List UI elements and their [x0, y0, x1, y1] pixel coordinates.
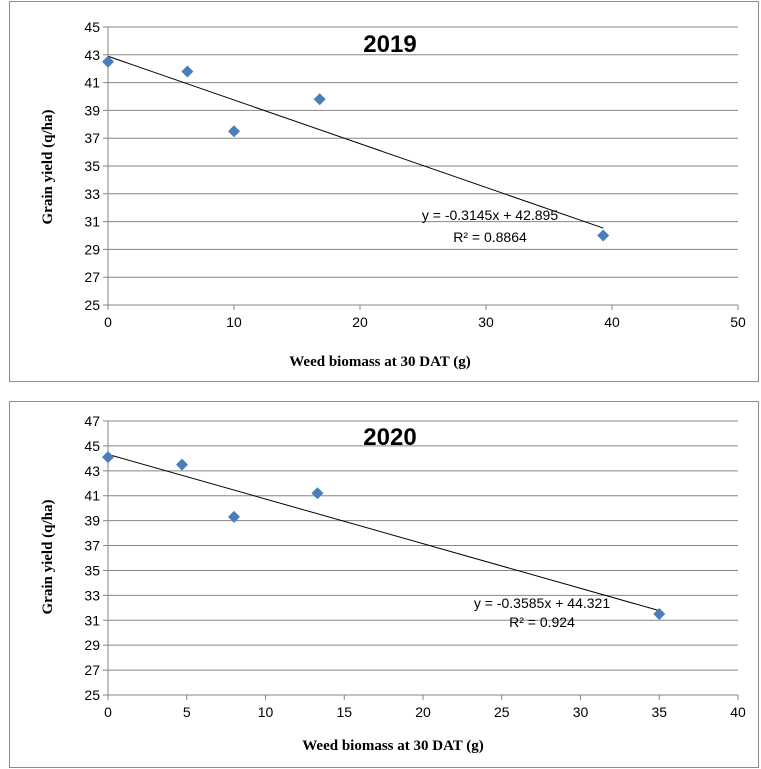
x-tick-label: 15 — [336, 704, 352, 720]
r-squared-label: R² = 0.924 — [509, 614, 575, 630]
x-tick-label: 25 — [494, 704, 510, 720]
x-tick-label: 5 — [183, 704, 191, 720]
x-tick-label: 40 — [604, 314, 620, 330]
data-point — [228, 125, 240, 138]
y-tick-label: 47 — [84, 413, 100, 429]
y-tick-label: 33 — [84, 587, 100, 603]
y-tick-label: 41 — [84, 488, 100, 504]
chart-title: 2020 — [363, 424, 416, 451]
y-tick-label: 27 — [84, 662, 100, 678]
y-tick-label: 25 — [84, 297, 100, 313]
x-tick-label: 10 — [258, 704, 274, 720]
data-point — [311, 487, 324, 500]
data-point — [313, 93, 326, 106]
scatter-chart-2019: 25 27 29 31 33 35 37 39 41 43 45 0 10 20 30 40 50 2019 y =… — [40, 19, 746, 370]
y-tick-label: 37 — [84, 130, 100, 146]
trendline — [107, 55, 604, 229]
y-tick-label: 39 — [84, 513, 100, 529]
y-tick-label: 29 — [84, 241, 100, 257]
x-tick-label: 50 — [730, 314, 746, 330]
y-tick-label: 31 — [84, 214, 100, 230]
chart-panel-2020: 25 27 29 31 33 35 37 39 41 43 45 47 0 5 10 15 20 25 30 35 40… — [9, 401, 759, 768]
scatter-chart-2020: 25 27 29 31 33 35 37 39 41 43 45 47 0 5 10 15 20 25 30 35 40… — [40, 413, 746, 754]
y-tick-label: 45 — [84, 19, 100, 35]
x-axis-label: Weed biomass at 30 DAT (g) — [302, 738, 484, 754]
data-point — [176, 458, 189, 471]
y-tick-label: 43 — [84, 463, 100, 479]
y-axis-label: Grain yield (q/ha) — [40, 109, 56, 224]
x-tick-label: 35 — [651, 704, 667, 720]
trendline — [107, 453, 660, 612]
data-point — [597, 229, 610, 242]
y-tick-label: 27 — [84, 269, 100, 285]
y-tick-label: 39 — [84, 102, 100, 118]
data-point — [228, 510, 240, 523]
x-tick-label: 30 — [573, 704, 589, 720]
y-tick-label: 33 — [84, 186, 100, 202]
y-tick-label: 41 — [84, 75, 100, 91]
data-point — [181, 65, 194, 78]
y-tick-label: 29 — [84, 637, 100, 653]
x-tick-label: 0 — [104, 704, 112, 720]
y-tick-label: 25 — [84, 687, 100, 703]
chart-panel-2019: 25 27 29 31 33 35 37 39 41 43 45 0 10 20 30 40 50 2019 y =… — [9, 1, 759, 382]
y-tick-label: 35 — [84, 158, 100, 174]
x-tick-label: 20 — [415, 704, 431, 720]
y-tick-label: 45 — [84, 438, 100, 454]
data-point — [653, 608, 666, 621]
y-tick-label: 37 — [84, 538, 100, 554]
y-axis-label: Grain yield (q/ha) — [40, 499, 56, 614]
data-point — [102, 55, 114, 68]
trendline-equation: y = -0.3585x + 44.321 — [474, 595, 610, 611]
r-squared-label: R² = 0.8864 — [453, 229, 527, 245]
x-tick-label: 10 — [226, 314, 242, 330]
chart-title: 2019 — [363, 31, 416, 58]
x-tick-label: 0 — [104, 314, 112, 330]
x-axis-label: Weed biomass at 30 DAT (g) — [289, 354, 471, 370]
trendline-equation: y = -0.3145x + 42.895 — [422, 207, 558, 223]
x-tick-label: 40 — [730, 704, 746, 720]
x-tick-label: 30 — [478, 314, 494, 330]
x-tick-label: 20 — [352, 314, 368, 330]
y-tick-label: 31 — [84, 612, 100, 628]
data-point — [102, 451, 114, 464]
y-tick-label: 35 — [84, 562, 100, 578]
y-tick-label: 43 — [84, 47, 100, 63]
